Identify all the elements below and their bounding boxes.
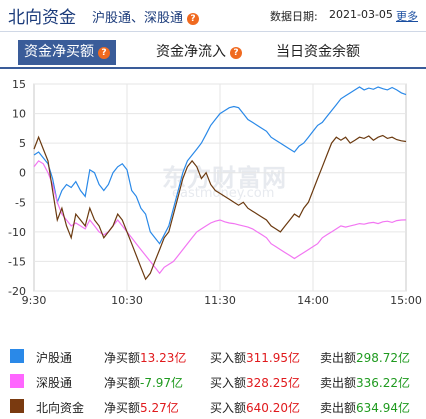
buy-label: 买入额 — [210, 401, 247, 415]
tab-net-buy-label: 资金净买额 — [24, 44, 94, 60]
chart-area: 东方财富网 eastmoney.com 15 10 5 0 -5 -10 -15 -20 9:3… — [0, 72, 426, 312]
sell-label: 卖出额 — [320, 376, 357, 390]
legend-name: 沪股通 — [36, 351, 73, 365]
tab-daily-balance-label: 当日资金余额 — [276, 44, 360, 60]
buy-value: 640.20亿 — [246, 401, 300, 415]
x-tick-label: 9:30 — [22, 294, 47, 307]
legend-swatch-north — [10, 399, 24, 413]
net-buy-chart: 15 10 5 0 -5 -10 -15 -209:30 10:30 11:30 14:00 15:0… — [8, 78, 422, 307]
tab-net-inflow[interactable]: 资金净流入? — [156, 40, 242, 65]
sell-value: 298.72亿 — [356, 351, 410, 365]
sell-label: 卖出额 — [320, 401, 357, 415]
y-tick-label: -5 — [15, 196, 26, 209]
more-link[interactable]: 更多 — [396, 10, 418, 23]
tab-net-buy[interactable]: 资金净买额? — [18, 40, 116, 65]
watermark-sub: eastmoney.com — [172, 186, 275, 201]
sell-label: 卖出额 — [320, 351, 357, 365]
series-line-shenzhen — [33, 160, 407, 275]
legend-swatch-sz — [10, 374, 24, 388]
legend-row-sz: 深股通 净买额 -7.97亿 买入额 328.25亿 卖出额 336.22亿 — [0, 371, 426, 393]
sell-value: 336.22亿 — [356, 376, 410, 390]
sell-value: 634.94亿 — [356, 401, 410, 415]
y-tick-label: -20 — [8, 285, 26, 298]
x-tick-label: 10:30 — [111, 294, 143, 307]
net-buy-value: 13.23亿 — [140, 351, 187, 365]
net-buy-value: 5.27亿 — [140, 401, 179, 415]
header-divider — [0, 31, 426, 32]
y-tick-label: 15 — [12, 78, 26, 91]
series-line-shanghai — [33, 86, 407, 245]
date-value: 2021-03-05 — [329, 8, 393, 21]
page-subtitle: 沪股通、深股通? — [92, 7, 200, 26]
y-tick-label: -10 — [8, 226, 26, 239]
buy-value: 328.25亿 — [246, 376, 300, 390]
y-tick-label: 10 — [12, 108, 26, 121]
legend-swatch-sh — [10, 349, 24, 363]
y-tick-label: -15 — [8, 255, 26, 268]
legend-row-north: 北向资金 净买额 5.27亿 买入额 640.20亿 卖出额 634.94亿 — [0, 396, 426, 418]
help-icon[interactable]: ? — [187, 13, 200, 25]
net-buy-value: -7.97亿 — [140, 376, 184, 390]
help-icon[interactable]: ? — [98, 47, 110, 59]
legend-name: 深股通 — [36, 376, 73, 390]
net-buy-label: 净买额 — [104, 376, 141, 390]
tab-daily-balance[interactable]: 当日资金余额 — [276, 40, 360, 65]
buy-label: 买入额 — [210, 351, 247, 365]
legend-row-sh: 沪股通 净买额 13.23亿 买入额 311.95亿 卖出额 298.72亿 — [0, 346, 426, 368]
series-line-northbound — [33, 134, 407, 281]
x-tick-label: 11:30 — [204, 294, 236, 307]
net-buy-label: 净买额 — [104, 351, 141, 365]
header: 北向资金 沪股通、深股通? 数据日期: 2021-03-05 更多 — [0, 0, 426, 30]
legend-name: 北向资金 — [36, 401, 85, 415]
tab-net-inflow-label: 资金净流入 — [156, 44, 226, 60]
y-tick-label: 5 — [19, 137, 26, 150]
date-label: 数据日期: — [270, 10, 318, 23]
x-tick-label: 14:00 — [297, 294, 329, 307]
buy-value: 311.95亿 — [246, 351, 300, 365]
subtitle-text: 沪股通、深股通 — [92, 11, 184, 26]
buy-label: 买入额 — [210, 376, 247, 390]
y-tick-label: 0 — [19, 167, 26, 180]
tab-bar: 资金净买额? 资金净流入? 当日资金余额 — [0, 40, 426, 68]
tab-divider — [0, 67, 426, 69]
page-title: 北向资金 — [8, 8, 76, 28]
x-tick-label: 15:00 — [390, 294, 422, 307]
help-icon[interactable]: ? — [230, 47, 242, 59]
net-buy-label: 净买额 — [104, 401, 141, 415]
